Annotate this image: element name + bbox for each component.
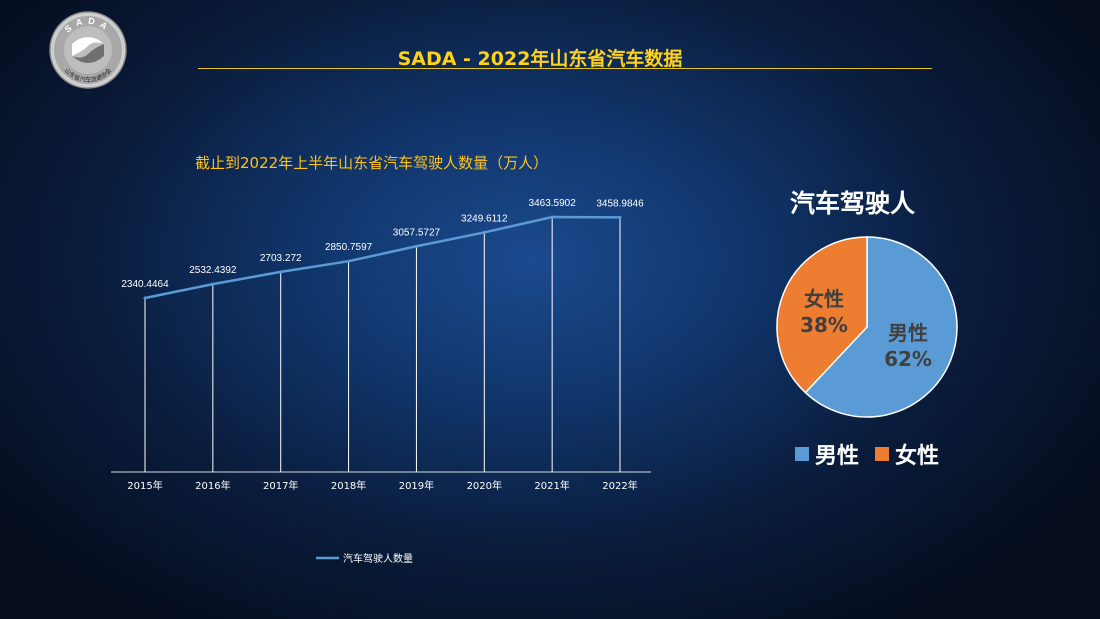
data-point [482, 230, 486, 234]
slice-percent-label: 62% [884, 347, 932, 371]
data-point [414, 244, 418, 248]
data-label: 3057.5727 [393, 227, 441, 238]
x-tick-label: 2015年 [127, 479, 162, 492]
x-tick-label: 2021年 [534, 479, 569, 492]
data-label: 2703.272 [260, 253, 302, 264]
data-label: 3249.6112 [461, 213, 508, 224]
x-tick-label: 2016年 [195, 479, 230, 492]
page-title: SADA - 2022年山东省汽车数据 [397, 48, 683, 70]
data-label: 3458.9846 [596, 198, 644, 209]
x-tick-label: 2018年 [331, 479, 366, 492]
slice-name-label: 男性 [888, 321, 928, 345]
data-point [550, 215, 554, 219]
data-point [279, 270, 283, 274]
legend-label-male: 男性 [815, 444, 860, 469]
slice-name-label: 女性 [804, 287, 844, 311]
x-tick-label: 2019年 [399, 479, 434, 492]
legend-item-female: 女性 [875, 438, 939, 470]
pie-slice [804, 236, 958, 418]
x-tick-label: 2017年 [263, 479, 298, 492]
legend-swatch-male [795, 447, 809, 461]
series-line [144, 215, 621, 300]
title-underline [198, 68, 932, 69]
slice-percent-label: 38% [800, 313, 848, 337]
line-chart-title: 截止到2022年上半年山东省汽车驾驶人数量（万人） [195, 154, 549, 172]
data-label: 2532.4392 [189, 265, 237, 276]
x-tick-label: 2020年 [467, 479, 502, 492]
legend-swatch-female [875, 447, 890, 461]
pie-slice [776, 236, 868, 394]
data-point [618, 215, 622, 219]
line-chart: 2015年 2340.4464 2016年 2532.4392 2017年 2703.27… [111, 198, 651, 565]
legend-label-female: 女性 [895, 444, 940, 469]
data-label: 2340.4464 [121, 279, 169, 290]
data-point [211, 282, 215, 286]
sada-logo: SADA 山东省汽车流通协会 [49, 11, 127, 89]
pie-chart-title: 汽车驾驶人 [790, 189, 916, 218]
x-tick-label: 2022年 [602, 479, 637, 492]
legend-item-male: 男性 [795, 438, 859, 470]
data-label: 3463.5902 [529, 198, 577, 209]
data-point [143, 296, 147, 300]
pie-legend: 男性 女性 [795, 438, 949, 470]
data-point [347, 259, 351, 263]
legend-label: 汽车驾驶人数量 [343, 552, 413, 565]
data-label: 2850.7597 [325, 242, 373, 253]
